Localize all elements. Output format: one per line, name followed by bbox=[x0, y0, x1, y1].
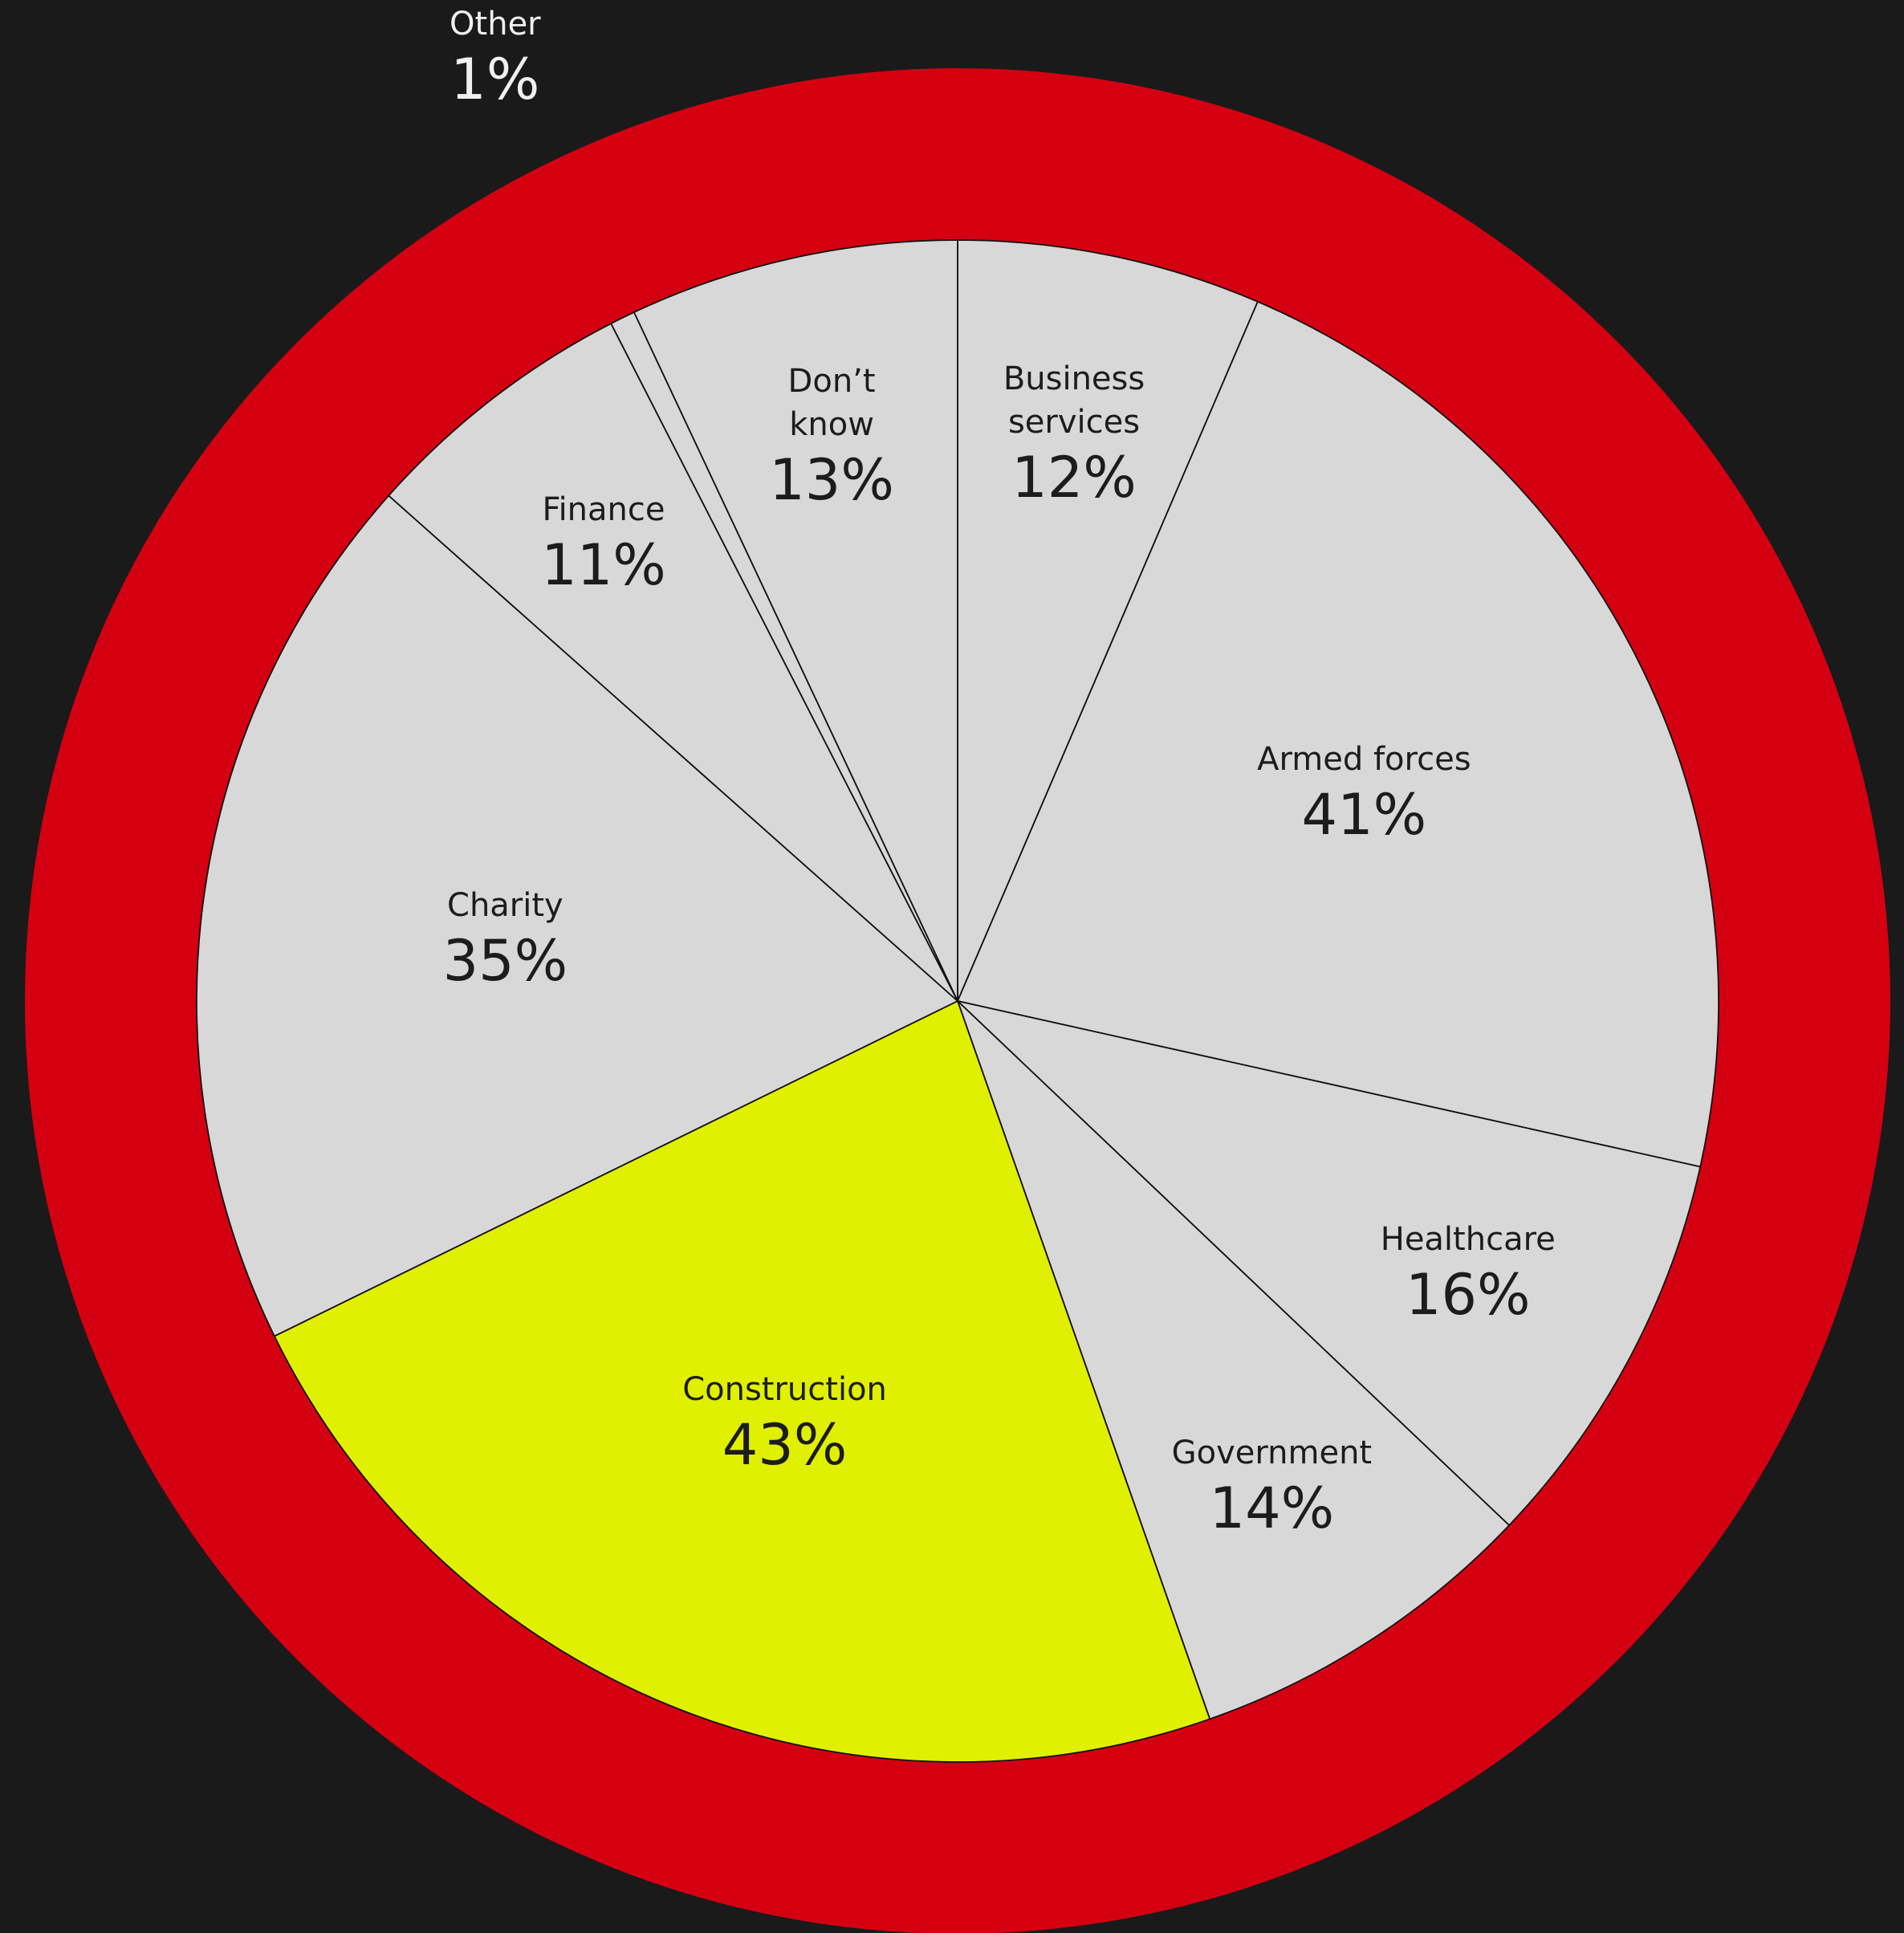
pie-slice bbox=[196, 494, 959, 1337]
category-label: Charity bbox=[447, 887, 563, 925]
value-label: 43% bbox=[722, 1412, 848, 1479]
pie-slice bbox=[633, 239, 958, 1002]
pie-slice bbox=[955, 999, 1702, 1527]
category-label: Construction bbox=[682, 1371, 887, 1409]
value-label: 14% bbox=[1209, 1475, 1335, 1541]
pie-slice bbox=[387, 322, 958, 1002]
slice-label: Don’t know 13% bbox=[769, 360, 894, 514]
slice-label: Government 14% bbox=[1172, 1431, 1372, 1542]
value-label: 1% bbox=[450, 47, 540, 113]
category-label: Finance bbox=[542, 491, 665, 529]
slice-label: Construction 43% bbox=[682, 1368, 887, 1479]
value-label: 35% bbox=[442, 928, 568, 995]
value-label: 12% bbox=[1011, 445, 1137, 511]
category-label: Armed forces bbox=[1257, 740, 1471, 778]
category-label: Business services bbox=[1003, 360, 1145, 442]
pie-slice bbox=[956, 300, 1719, 1168]
slice-label: Armed forces 41% bbox=[1257, 738, 1471, 848]
slice-label: Finance 11% bbox=[541, 488, 666, 599]
pie-slice bbox=[957, 1000, 1511, 1720]
category-label: Government bbox=[1171, 1434, 1373, 1471]
pie-slice bbox=[957, 239, 1259, 1002]
category-label: Other bbox=[450, 6, 541, 43]
value-label: 13% bbox=[769, 446, 894, 513]
pie-slice bbox=[273, 999, 1211, 1763]
category-label: Don’t know bbox=[787, 362, 876, 443]
slice-label: Other 1% bbox=[450, 2, 541, 113]
category-label: Healthcare bbox=[1380, 1220, 1556, 1258]
value-label: 41% bbox=[1301, 781, 1427, 848]
value-label: 16% bbox=[1405, 1261, 1531, 1328]
slice-label: Healthcare 16% bbox=[1381, 1218, 1556, 1329]
value-label: 11% bbox=[541, 532, 666, 599]
slice-label: Charity 35% bbox=[443, 884, 568, 995]
slice-label: Business services 12% bbox=[1003, 357, 1145, 511]
